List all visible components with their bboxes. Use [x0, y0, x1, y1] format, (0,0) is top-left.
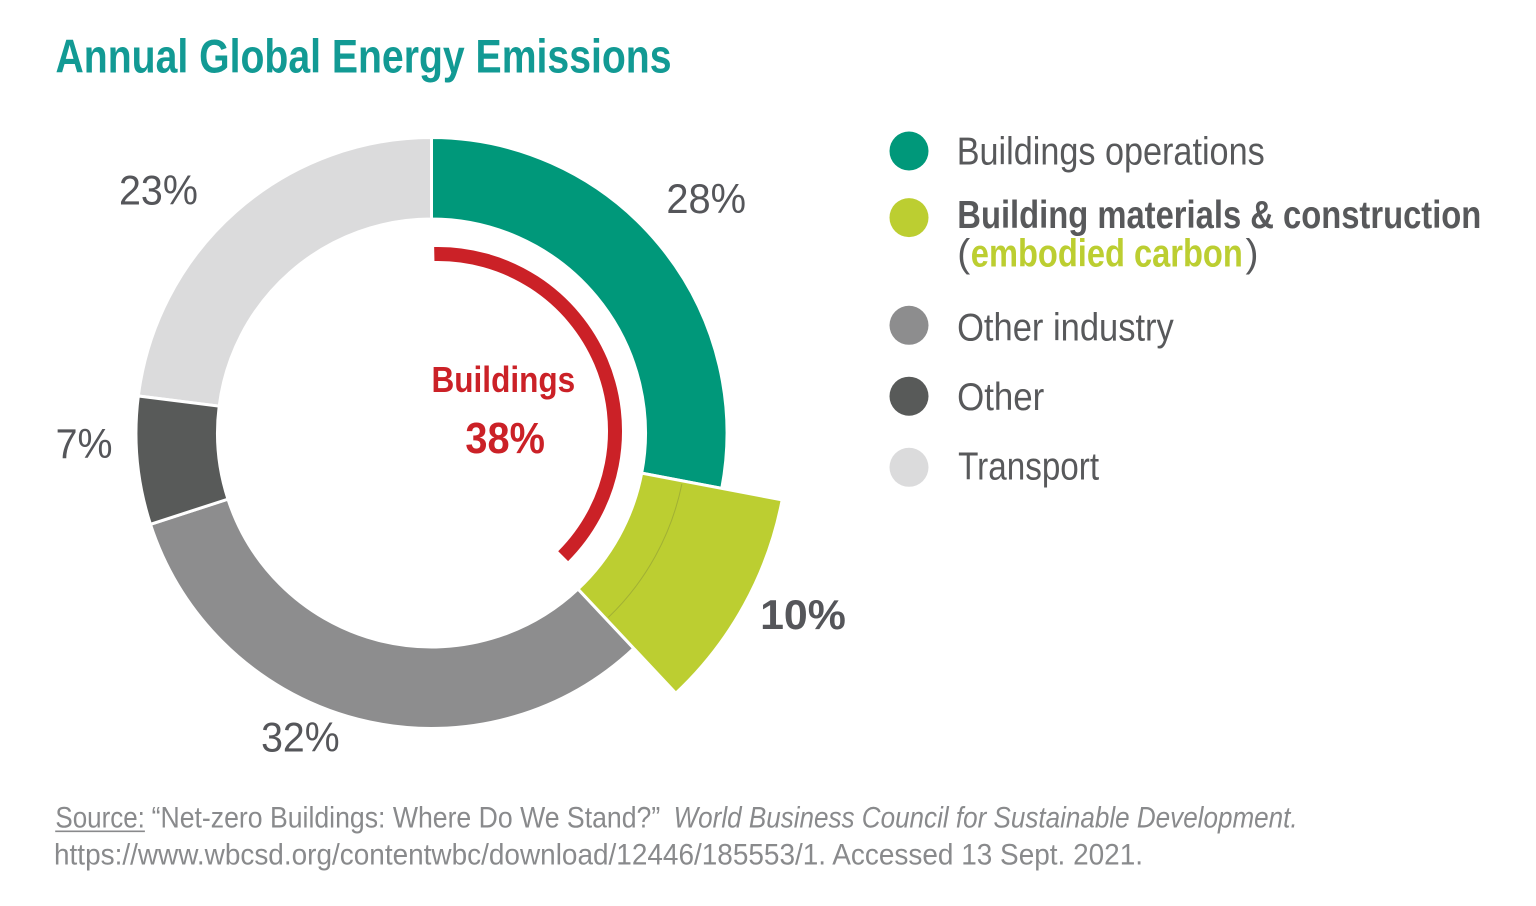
svg-text:): ): [1246, 233, 1259, 276]
svg-text:Buildings operations: Buildings operations: [957, 131, 1265, 174]
svg-text:embodied carbon: embodied carbon: [971, 233, 1243, 276]
svg-text:23%: 23%: [119, 166, 198, 213]
svg-text:World Business Council for Sus: World Business Council for Sustainable D…: [674, 801, 1298, 834]
svg-text:32%: 32%: [261, 713, 340, 760]
svg-text:Building materials & construct: Building materials & construction: [957, 194, 1481, 237]
svg-text:Annual Global Energy Emissions: Annual Global Energy Emissions: [56, 31, 672, 84]
svg-text:Source:: Source:: [55, 801, 144, 834]
svg-text:28%: 28%: [666, 175, 746, 222]
svg-text:38%: 38%: [465, 415, 545, 463]
svg-text:Other industry: Other industry: [957, 306, 1174, 349]
svg-text:Other: Other: [957, 376, 1044, 419]
svg-text:Buildings: Buildings: [432, 359, 576, 400]
svg-text:Transport: Transport: [958, 445, 1099, 488]
svg-text:7%: 7%: [56, 420, 113, 467]
svg-text:10%: 10%: [760, 591, 846, 638]
svg-text:“Net-zero Buildings: Where Do: “Net-zero Buildings: Where Do We Stand?”: [152, 801, 661, 834]
svg-text:https://www.wbcsd.org/contentw: https://www.wbcsd.org/contentwbc/downloa…: [54, 839, 1143, 872]
svg-text:(: (: [957, 233, 970, 276]
